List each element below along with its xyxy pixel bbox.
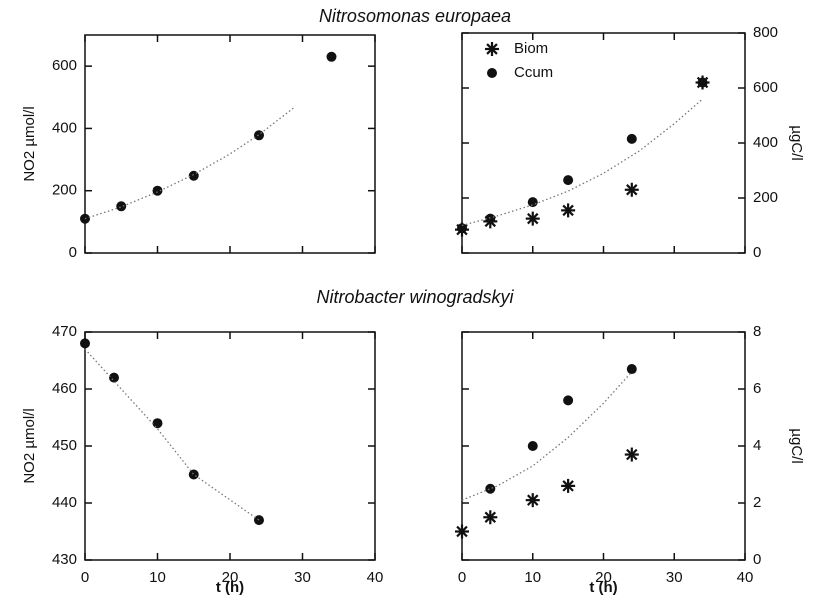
star-stroke <box>527 212 539 225</box>
legend-label: Ccum <box>514 64 553 81</box>
star-marker <box>624 182 639 197</box>
y-tick-label: 450 <box>52 437 77 454</box>
x-tick-label: 20 <box>595 569 612 586</box>
legend-marker <box>487 68 497 78</box>
point <box>109 372 119 383</box>
point <box>152 418 163 429</box>
x-tick-label: 10 <box>149 569 166 586</box>
y-axis-label: µgC/l <box>788 125 805 160</box>
x-tick-label: 30 <box>666 569 683 586</box>
y-tick-label: 430 <box>52 551 77 568</box>
y-tick-label: 460 <box>52 380 77 397</box>
y-tick-label: 800 <box>753 24 778 41</box>
point <box>485 483 496 494</box>
star-marker <box>561 203 576 218</box>
star-marker <box>483 510 498 525</box>
y-tick-label: 440 <box>52 494 77 511</box>
star-marker <box>525 493 540 508</box>
point <box>527 197 538 208</box>
point <box>80 338 90 349</box>
plot-frame <box>461 32 746 254</box>
y-tick-label: 470 <box>52 323 77 340</box>
star-stroke <box>456 525 468 538</box>
point <box>563 395 574 406</box>
fit-line <box>461 98 703 227</box>
point <box>188 170 199 181</box>
x-tick-label: 30 <box>294 569 311 586</box>
point <box>326 51 337 62</box>
point <box>626 133 637 144</box>
point <box>697 77 708 88</box>
y-tick-label: 4 <box>753 437 761 454</box>
star-stroke <box>626 448 638 461</box>
x-tick-label: 40 <box>367 569 384 586</box>
y-axis-label: NO2 µmol/l <box>21 408 38 483</box>
fit-line <box>84 348 260 521</box>
point <box>563 175 574 186</box>
fit-line <box>84 106 296 220</box>
y-tick-label: 0 <box>753 244 761 261</box>
y-tick-label: 6 <box>753 380 761 397</box>
plot-frame <box>461 331 746 561</box>
point <box>527 441 538 451</box>
point <box>188 469 199 480</box>
point <box>626 364 637 375</box>
y-tick-label: 400 <box>753 134 778 151</box>
x-tick-label: 0 <box>81 569 89 586</box>
point <box>254 515 264 526</box>
point <box>254 130 264 141</box>
y-tick-label: 600 <box>52 57 77 74</box>
star-marker <box>485 42 499 56</box>
x-axis-label: t (h) <box>216 579 244 596</box>
chart-title: Nitrosomonas europaea <box>319 6 511 26</box>
y-tick-label: 2 <box>753 494 761 511</box>
y-tick-label: 200 <box>52 182 77 199</box>
star-stroke <box>562 204 574 217</box>
star-stroke <box>626 184 638 196</box>
x-tick-label: 20 <box>222 569 239 586</box>
y-tick-label: 8 <box>753 323 761 340</box>
point <box>116 201 127 212</box>
x-tick-label: 40 <box>737 569 754 586</box>
y-tick-label: 0 <box>69 244 77 261</box>
plot-frame <box>84 331 376 561</box>
y-tick-label: 600 <box>753 79 778 96</box>
y-axis-label: µgC/l <box>788 428 805 463</box>
y-axis-label: NO2 µmol/l <box>21 106 38 181</box>
y-tick-label: 200 <box>753 189 778 206</box>
fit-line <box>461 371 633 501</box>
star-stroke <box>484 511 497 523</box>
star-marker <box>624 447 639 462</box>
point <box>457 223 467 234</box>
star-stroke <box>486 43 498 55</box>
point <box>152 185 163 196</box>
star-stroke <box>562 480 574 492</box>
plot-frame <box>84 34 376 254</box>
chart-title: Nitrobacter winogradskyi <box>316 287 514 307</box>
point <box>485 213 496 224</box>
x-tick-label: 10 <box>524 569 541 586</box>
x-tick-label: 0 <box>458 569 466 586</box>
x-axis-label: t (h) <box>589 579 617 596</box>
y-tick-label: 400 <box>52 119 77 136</box>
star-marker <box>561 478 576 493</box>
star-stroke <box>527 494 539 506</box>
star-marker <box>455 524 469 539</box>
star-marker <box>525 211 540 226</box>
y-tick-label: 0 <box>753 551 761 568</box>
legend-label: Biom <box>514 40 548 57</box>
